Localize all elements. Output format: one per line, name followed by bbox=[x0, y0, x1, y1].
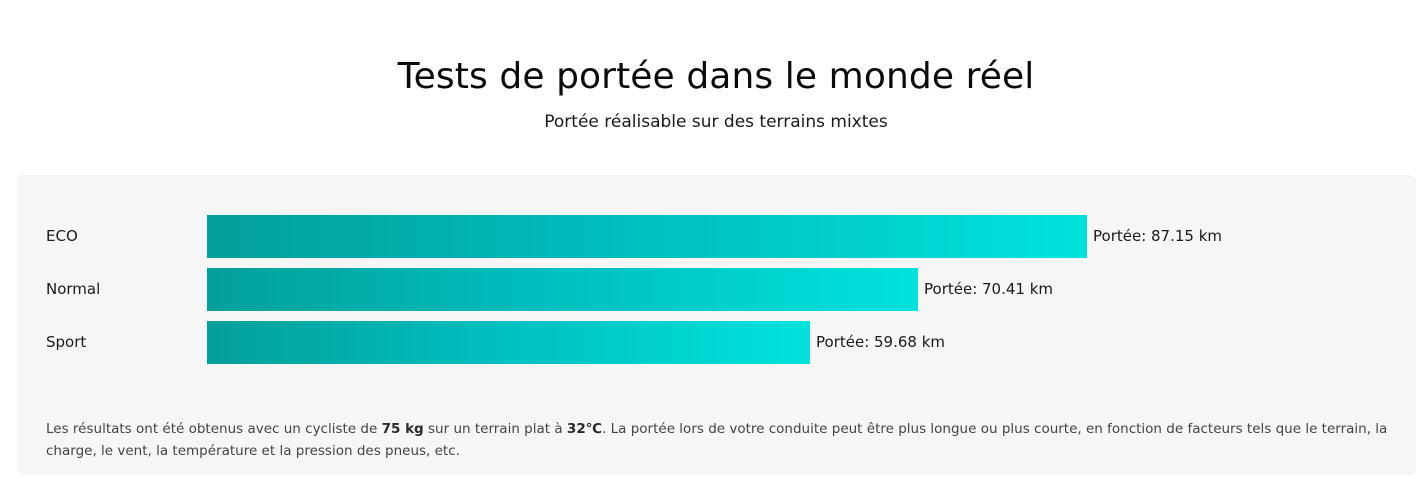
chart-row-eco: ECO Portée: 87.15 km bbox=[17, 215, 1416, 258]
chart-row-normal: Normal Portée: 70.41 km bbox=[17, 268, 1416, 311]
chart-row-sport: Sport Portée: 59.68 km bbox=[17, 321, 1416, 364]
category-label: ECO bbox=[46, 227, 78, 245]
category-label: Normal bbox=[46, 280, 101, 298]
range-bar bbox=[207, 321, 810, 364]
range-chart-panel: ECO Portée: 87.15 km Normal Portée: 70.41 k… bbox=[17, 175, 1416, 475]
note-text-1: Les résultats ont été obtenus avec un cy… bbox=[46, 420, 382, 437]
range-bar bbox=[207, 268, 918, 311]
test-temperature: 32℃ bbox=[566, 420, 603, 437]
note-text-3: . La portée lors de votre conduite peut … bbox=[46, 420, 1388, 459]
category-label: Sport bbox=[46, 333, 87, 351]
note-text-2: sur un terrain plat à bbox=[423, 420, 567, 437]
page-subtitle: Portée réalisable sur des terrains mixte… bbox=[544, 112, 888, 132]
test-conditions-note: Les résultats ont été obtenus avec un cy… bbox=[46, 418, 1406, 462]
range-bar bbox=[207, 215, 1087, 258]
range-value-label: Portée: 87.15 km bbox=[1093, 227, 1223, 245]
range-value-label: Portée: 70.41 km bbox=[924, 280, 1054, 298]
range-value-label: Portée: 59.68 km bbox=[816, 333, 946, 351]
page-title: Tests de portée dans le monde réel bbox=[397, 56, 1035, 97]
rider-weight: 75 kg bbox=[381, 420, 424, 437]
